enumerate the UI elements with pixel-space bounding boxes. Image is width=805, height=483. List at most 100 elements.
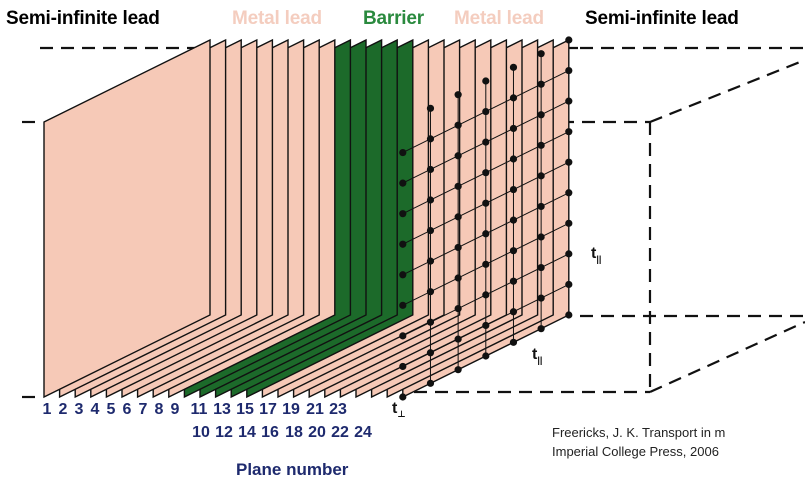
lattice-site-dot xyxy=(537,263,545,272)
lattice-site-dot xyxy=(399,393,407,401)
lattice-site-dot xyxy=(399,148,407,157)
plane-number-top: 15 xyxy=(236,401,254,418)
lattice-site-dot xyxy=(565,36,573,44)
lattice-site-dot xyxy=(454,91,462,99)
lead-edge-diag-bottom xyxy=(649,320,805,394)
plane-number-top: 8 xyxy=(154,401,164,418)
plane-number-top: 9 xyxy=(170,401,180,418)
citation: Freericks, J. K. Transport in m Imperial… xyxy=(552,423,725,461)
lattice-site-dot xyxy=(399,271,407,279)
plane-number-bottom: 18 xyxy=(285,424,303,441)
lattice-site-dot xyxy=(426,257,435,265)
lattice-site-dot xyxy=(482,169,490,177)
lattice-site-dot xyxy=(482,352,490,360)
plane-number-top: 3 xyxy=(74,401,84,418)
plane-number-top: 21 xyxy=(306,401,324,418)
lattice-site-dot xyxy=(565,250,573,258)
lattice-site-dot xyxy=(537,111,545,119)
hop-parallel-diagonal-label: t|| xyxy=(532,346,543,366)
lattice-site-dot xyxy=(454,366,462,374)
lattice-site-dot xyxy=(537,80,545,88)
lattice-site-dot xyxy=(399,362,407,371)
lattice-site-dot xyxy=(399,301,407,309)
lattice-site-dot xyxy=(509,94,518,102)
lattice-site-dot xyxy=(482,199,490,207)
lattice-site-dot xyxy=(509,63,518,71)
plane-number-top: 4 xyxy=(90,401,100,418)
lattice-site-dot xyxy=(399,179,407,187)
lattice-site-dot xyxy=(482,291,490,299)
lattice-site-dot xyxy=(426,349,435,357)
lattice-site-dot xyxy=(509,277,518,285)
lattice-site-dot xyxy=(454,152,462,160)
lattice-site-dot xyxy=(426,196,435,204)
lattice-site-dot xyxy=(565,66,573,75)
lattice-site-dot xyxy=(509,308,518,316)
lattice-site-dot xyxy=(454,274,462,282)
lattice-site-dot xyxy=(537,202,545,211)
lattice-site-dot xyxy=(565,311,573,319)
lattice-site-dot xyxy=(426,288,435,296)
left-lead-label: Semi-infinite lead xyxy=(6,8,160,29)
lattice-site-dot xyxy=(454,304,462,313)
lattice-site-dot xyxy=(509,216,518,224)
plane-number-top: 7 xyxy=(138,401,148,418)
lattice-site-dot xyxy=(565,189,573,197)
metal-lead-label-left: Metal lead xyxy=(232,8,322,29)
lattice-site-dot xyxy=(426,379,435,387)
plane-number-bottom: 14 xyxy=(238,424,256,441)
lattice-site-dot xyxy=(454,121,462,129)
plane-number-bottom: 16 xyxy=(261,424,279,441)
lattice-site-dot xyxy=(537,172,545,180)
plane-number-top: 1 xyxy=(42,401,52,418)
lattice-site-dot xyxy=(454,335,462,343)
lattice-site-dot xyxy=(509,124,518,133)
lattice-site-dot xyxy=(537,294,545,302)
hop-perp-label: t⊥ xyxy=(392,400,406,420)
lattice-site-dot xyxy=(426,165,435,174)
lattice-site-dot xyxy=(426,226,435,235)
plane-number-top: 11 xyxy=(190,401,208,418)
lattice-site-dot xyxy=(565,128,573,136)
lattice-site-dot xyxy=(399,240,407,248)
barrier-label: Barrier xyxy=(363,8,424,29)
lattice-site-dot xyxy=(454,243,462,252)
plane-number-bottom: 12 xyxy=(215,424,233,441)
lattice-site-dot xyxy=(565,97,573,105)
lattice-site-dot xyxy=(537,325,545,333)
plane-number-top: 23 xyxy=(329,401,347,418)
axis-title: Plane number xyxy=(236,460,349,479)
plane-number-bottom: 10 xyxy=(192,424,210,441)
plane-number-top: 19 xyxy=(282,401,300,418)
lattice-site-dot xyxy=(426,135,435,143)
lattice-site-dot xyxy=(537,141,545,149)
lattice-site-dot xyxy=(426,104,435,112)
lattice-site-dot xyxy=(482,321,490,330)
metal-lead-label-right: Metal lead xyxy=(454,8,544,29)
lattice-site-dot xyxy=(482,107,490,116)
lattice-site-dot xyxy=(454,213,462,221)
lattice-site-dot xyxy=(509,338,518,346)
plane-number-top: 5 xyxy=(106,401,116,418)
lattice-site-dot xyxy=(399,210,407,218)
lattice-site-dot xyxy=(565,158,573,166)
lattice-site-dot xyxy=(482,260,490,268)
hop-parallel-vertical-label: t|| xyxy=(591,245,602,265)
right-lead-label: Semi-infinite lead xyxy=(585,8,739,29)
lattice-site-dot xyxy=(565,280,573,289)
lead-edge-diag-top xyxy=(649,58,805,124)
citation-line-2: Imperial College Press, 2006 xyxy=(552,444,719,459)
plane-number-top: 2 xyxy=(58,401,68,418)
plane-number-bottom: 20 xyxy=(308,424,326,441)
plane-number-bottom: 22 xyxy=(331,424,349,441)
lattice-site-dot xyxy=(482,230,490,238)
lattice-site-dot xyxy=(482,138,490,146)
plane-number-top: 17 xyxy=(259,401,277,418)
lattice-site-dot xyxy=(537,50,545,58)
lattice-site-dot xyxy=(509,185,518,194)
plane-number-top: 6 xyxy=(122,401,132,418)
plane-number-top: 13 xyxy=(213,401,231,418)
lattice-site-dot xyxy=(454,182,462,190)
lattice-site-dot xyxy=(399,332,407,340)
